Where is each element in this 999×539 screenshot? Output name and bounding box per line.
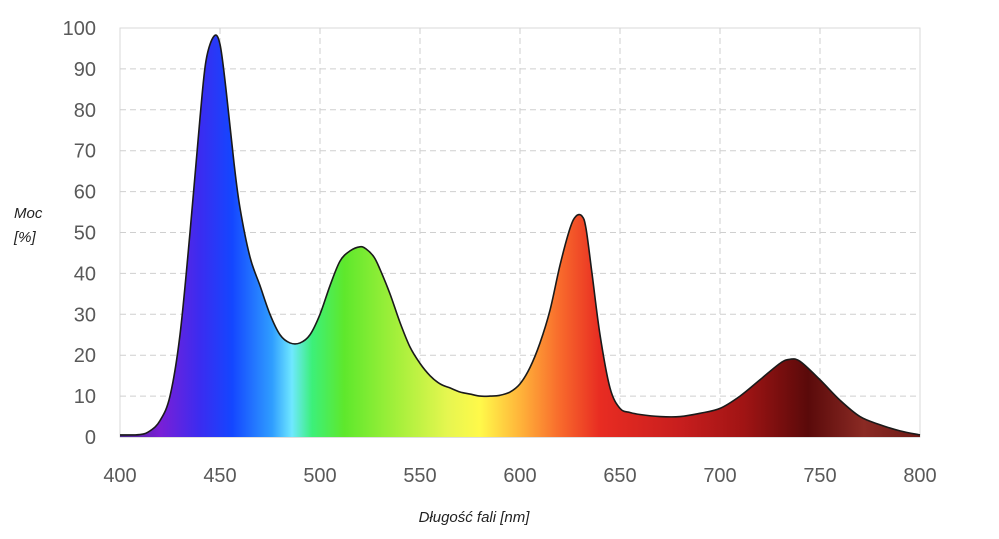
x-tick-label: 600	[503, 465, 536, 487]
x-tick-label: 800	[903, 465, 936, 487]
y-tick-label: 80	[74, 100, 96, 122]
x-tick-label: 750	[803, 465, 836, 487]
y-tick-label: 50	[74, 223, 96, 245]
y-axis-label-line-1: Moc	[14, 205, 43, 222]
y-tick-label: 100	[63, 18, 96, 40]
x-tick-label: 650	[603, 465, 636, 487]
y-tick-label: 40	[74, 263, 96, 285]
y-tick-label: 60	[74, 182, 96, 204]
y-tick-label: 20	[74, 345, 96, 367]
y-tick-label: 90	[74, 59, 96, 81]
y-tick-label: 70	[74, 141, 96, 163]
spectrum-area	[120, 35, 920, 437]
x-tick-label: 550	[403, 465, 436, 487]
x-tick-label: 500	[303, 465, 336, 487]
y-tick-label: 10	[74, 386, 96, 408]
x-axis-tick-labels: 400 450 500 550 600 650 700 750 800	[103, 465, 936, 487]
x-tick-label: 700	[703, 465, 736, 487]
x-tick-label: 450	[203, 465, 236, 487]
x-axis-label: Długość fali [nm]	[419, 509, 531, 526]
y-tick-label: 0	[85, 427, 96, 449]
plot-area	[119, 34, 921, 437]
x-tick-label: 400	[103, 465, 136, 487]
y-axis-label-line-2: [%]	[13, 229, 37, 246]
y-tick-label: 30	[74, 304, 96, 326]
spectrum-line	[119, 34, 921, 436]
y-axis-tick-labels: 0 10 20 30 40 50 60 70 80 90 100	[63, 18, 96, 449]
